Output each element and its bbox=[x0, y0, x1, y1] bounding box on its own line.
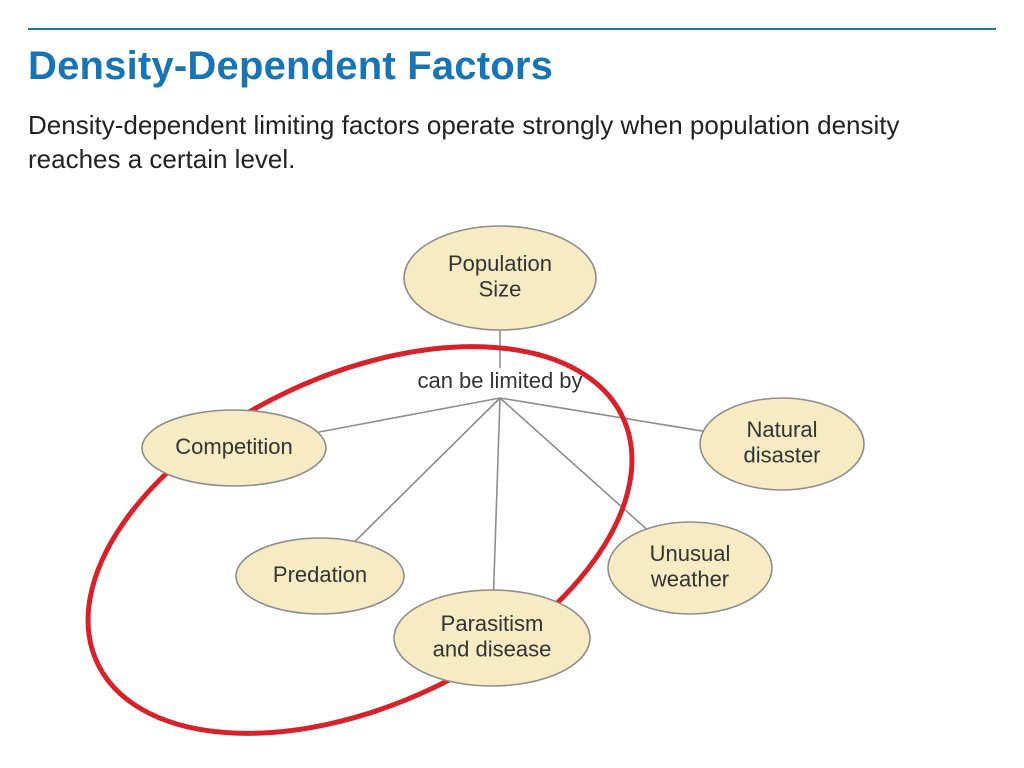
node-label: Parasitism bbox=[441, 611, 544, 636]
node-label: weather bbox=[650, 566, 729, 591]
node-natural: Naturaldisaster bbox=[700, 398, 864, 490]
node-parasitism: Parasitismand disease bbox=[394, 590, 590, 686]
node-weather: Unusualweather bbox=[608, 522, 772, 614]
node-predation: Predation bbox=[236, 538, 404, 614]
node-label: Predation bbox=[273, 562, 367, 587]
node-label: Unusual bbox=[650, 541, 731, 566]
concept-diagram: can be limited by PopulationSize Competiti… bbox=[0, 0, 1024, 768]
node-label: Size bbox=[479, 276, 522, 301]
highlight-ellipse bbox=[27, 268, 692, 768]
node-label: and disease bbox=[433, 636, 552, 661]
node-label: Competition bbox=[175, 434, 292, 459]
node-label: disaster bbox=[743, 442, 820, 467]
diagram-edge bbox=[494, 398, 500, 590]
node-competition: Competition bbox=[142, 410, 326, 486]
node-root: PopulationSize bbox=[404, 226, 596, 330]
node-label: Population bbox=[448, 251, 552, 276]
relation-label: can be limited by bbox=[417, 368, 582, 393]
slide: Density-Dependent Factors Density-depend… bbox=[0, 0, 1024, 768]
nodes-layer: PopulationSize Competition Predation Parasi… bbox=[142, 226, 864, 686]
node-label: Natural bbox=[747, 417, 818, 442]
diagram-edge bbox=[318, 398, 500, 432]
diagram-edge bbox=[355, 398, 500, 541]
